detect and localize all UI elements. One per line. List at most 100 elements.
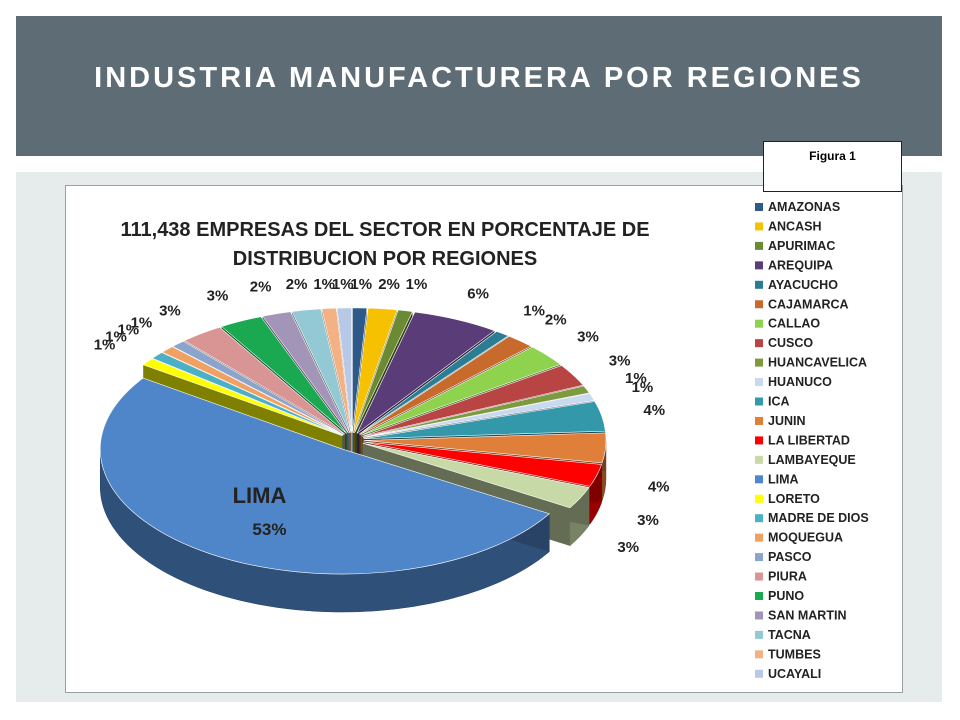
legend-label-arequipa: AREQUIPA bbox=[768, 258, 833, 272]
legend-swatch-cajamarca bbox=[755, 300, 763, 309]
legend-label-madre-de-dios: MADRE DE DIOS bbox=[768, 511, 869, 525]
pie-label-madre-de-dios: 1% bbox=[105, 329, 127, 346]
legend-label-ucayali: UCAYALI bbox=[768, 667, 821, 681]
pie-slice-la-libertad bbox=[363, 441, 603, 487]
pie-slice-ayacucho bbox=[358, 330, 509, 435]
pie-label-san-martin: 2% bbox=[250, 278, 272, 295]
chart-legend: AMAZONAS ANCASH APURIMAC AREQUIPA AYACUCHO CA… bbox=[755, 200, 869, 681]
header-band bbox=[16, 16, 942, 156]
pie-slice-madre-de-dios bbox=[151, 352, 343, 436]
legend-swatch-lima bbox=[755, 475, 763, 484]
legend-swatch-la-libertad bbox=[755, 436, 763, 445]
pie-slice-ica bbox=[363, 401, 606, 440]
legend-swatch-ayacucho bbox=[755, 280, 763, 289]
pie-slice-moquegua bbox=[161, 346, 344, 436]
pie-label-ayacucho: 1% bbox=[523, 302, 545, 319]
legend-label-pasco: PASCO bbox=[768, 550, 812, 564]
pie-slice-piura bbox=[183, 326, 346, 435]
legend-label-callao: CALLAO bbox=[768, 317, 820, 331]
pie-label-arequipa: 6% bbox=[467, 285, 489, 302]
pie-tops bbox=[99, 307, 607, 575]
pie-slice-cusco bbox=[362, 365, 584, 437]
pie-slice-lambayeque bbox=[362, 442, 590, 509]
pie-label-ancash: 2% bbox=[378, 276, 400, 293]
legend-label-tumbes: TUMBES bbox=[768, 647, 821, 661]
pie-slice-loreto bbox=[142, 358, 343, 437]
pie-label-ucayali: 1% bbox=[332, 276, 354, 293]
legend-label-ayacucho: AYACUCHO bbox=[768, 278, 838, 292]
legend-label-moquegua: MOQUEGUA bbox=[768, 531, 843, 545]
legend-label-tacna: TACNA bbox=[768, 628, 811, 642]
legend-swatch-cusco bbox=[755, 339, 763, 348]
legend-label-apurimac: APURIMAC bbox=[768, 239, 835, 253]
legend-swatch-san-martin bbox=[755, 611, 763, 620]
legend-swatch-lambayeque bbox=[755, 455, 763, 464]
pie-slice-puno bbox=[220, 316, 347, 434]
pie-slice-junin bbox=[363, 432, 607, 464]
legend-label-loreto: LORETO bbox=[768, 492, 820, 506]
legend-swatch-tumbes bbox=[755, 650, 763, 659]
pie-slice-ancash bbox=[353, 307, 398, 433]
pie-label-cusco: 3% bbox=[609, 353, 631, 370]
pie-label-ica: 4% bbox=[643, 402, 665, 419]
legend-label-cusco: CUSCO bbox=[768, 336, 813, 350]
pie-slice-ucayali bbox=[336, 307, 352, 433]
pie-label-huancavelica: 1% bbox=[625, 370, 647, 387]
pie-label-la-libertad: 3% bbox=[637, 512, 659, 529]
pie-slice-pasco bbox=[172, 340, 344, 436]
pie-slice-tacna bbox=[291, 308, 351, 434]
pie-label-pasco: 1% bbox=[131, 315, 153, 332]
pie-label-cajamarca: 2% bbox=[545, 311, 567, 328]
figure-label: Figura 1 bbox=[763, 141, 902, 192]
legend-swatch-ucayali bbox=[755, 669, 763, 678]
legend-swatch-puno bbox=[755, 592, 763, 600]
legend-label-junin: JUNIN bbox=[768, 414, 806, 428]
legend-label-huancavelica: HUANCAVELICA bbox=[768, 356, 867, 370]
legend-label-cajamarca: CAJAMARCA bbox=[768, 297, 849, 311]
pie-slice-arequipa bbox=[356, 311, 496, 434]
pie-slice-san-martin bbox=[262, 311, 349, 434]
legend-swatch-piura bbox=[755, 572, 763, 581]
page-title: INDUSTRIA MANUFACTURERA POR REGIONES bbox=[94, 62, 864, 94]
pie-label-lambayeque: 3% bbox=[617, 539, 639, 556]
pie-slice-tumbes bbox=[321, 307, 352, 433]
legend-label-amazonas: AMAZONAS bbox=[768, 200, 840, 214]
pie-label-loreto: 1% bbox=[94, 336, 116, 353]
pie-label-apurimac: 1% bbox=[406, 276, 428, 293]
legend-label-san-martin: SAN MARTIN bbox=[768, 608, 846, 622]
pie-label-tumbes: 1% bbox=[313, 276, 335, 293]
legend-swatch-ica bbox=[755, 397, 763, 406]
legend-swatch-moquegua bbox=[755, 533, 763, 542]
legend-swatch-apurimac bbox=[755, 241, 763, 250]
pie-label-huanuco: 1% bbox=[632, 379, 654, 396]
pie-label-lima-name: LIMA bbox=[233, 483, 287, 508]
legend-swatch-huancavelica bbox=[755, 358, 763, 367]
legend-label-lambayeque: LAMBAYEQUE bbox=[768, 453, 856, 467]
pie-label-tacna: 2% bbox=[286, 276, 308, 293]
legend-swatch-madre-de-dios bbox=[755, 514, 763, 523]
pie-slice-cajamarca bbox=[359, 335, 532, 435]
legend-label-huanuco: HUANUCO bbox=[768, 375, 832, 389]
pie-slice-lima bbox=[99, 377, 550, 575]
pie-label-puno: 3% bbox=[207, 287, 229, 304]
legend-label-ancash: ANCASH bbox=[768, 219, 821, 233]
pie-label-lima: 53% bbox=[252, 520, 286, 539]
pie-slice-huancavelica bbox=[363, 385, 590, 438]
chart-title-line: 111,438 EMPRESAS DEL SECTOR EN PORCENTAJ… bbox=[120, 219, 649, 241]
pie-slice-amazonas bbox=[352, 307, 368, 433]
legend-label-puno: PUNO bbox=[768, 589, 804, 603]
legend-label-piura: PIURA bbox=[768, 570, 807, 584]
pie-labels: 1% 2% 1%6%1%2%3%3%1%1%4%4%3%3%1%1%1%1%3%3%… bbox=[94, 276, 670, 556]
pie-label-callao: 3% bbox=[577, 329, 599, 346]
pie-label-junin: 4% bbox=[648, 479, 670, 496]
chart-title-line: DISTRIBUCION POR REGIONES bbox=[233, 248, 537, 270]
legend-label-lima: LIMA bbox=[768, 472, 799, 486]
legend-label-la-libertad: LA LIBERTAD bbox=[768, 433, 850, 447]
legend-swatch-huanuco bbox=[755, 378, 763, 387]
pie-label-piura: 3% bbox=[159, 302, 181, 319]
pie-slice-apurimac bbox=[354, 309, 413, 434]
legend-swatch-callao bbox=[755, 319, 763, 328]
legend-swatch-ancash bbox=[755, 222, 763, 231]
pie-slice-callao bbox=[361, 346, 562, 436]
